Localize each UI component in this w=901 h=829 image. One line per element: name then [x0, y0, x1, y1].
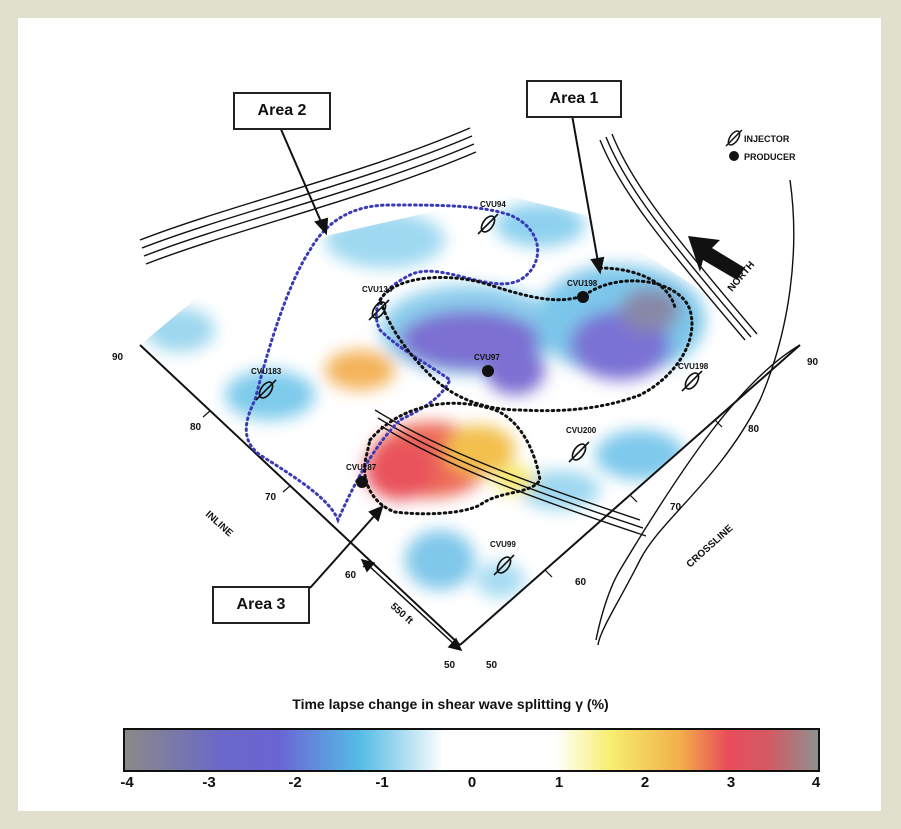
colorbar-tick: 1: [554, 774, 564, 791]
callout-arrows: [279, 114, 605, 589]
colorbar-tick: 2: [640, 774, 650, 791]
area-1-inner-boundary: [598, 266, 677, 310]
injector-icon: [725, 129, 743, 147]
scale-arrow: [360, 558, 463, 652]
injector-icon[interactable]: [255, 379, 277, 401]
legend-injector-label: INJECTOR: [744, 134, 790, 144]
well-label: CVU198: [567, 279, 598, 288]
crossline-tick-90: 90: [807, 357, 819, 368]
area-2-boundary: [244, 203, 540, 524]
injector-icon[interactable]: [477, 213, 499, 235]
area-2-callout: Area 2: [233, 92, 331, 130]
injector-icon[interactable]: [493, 554, 515, 576]
well-label: CVU97: [474, 353, 500, 362]
producer-icon[interactable]: [482, 365, 494, 377]
crossline-tick-50: 50: [486, 660, 498, 671]
colorbar-tick: -3: [202, 774, 216, 791]
inline-tick-50: 50: [444, 660, 456, 671]
well-label: CVU200: [566, 426, 597, 435]
area-1-callout: Area 1: [526, 80, 622, 118]
crossline-tick-70: 70: [670, 502, 682, 513]
colorbar-tick: 3: [726, 774, 736, 791]
colorbar-tick: 0: [467, 774, 477, 791]
well-markers: [255, 213, 703, 576]
well-label: CVU183: [251, 367, 282, 376]
fault-lines: [139, 127, 801, 646]
producer-icon[interactable]: [577, 291, 589, 303]
well-label: CVU134: [362, 285, 393, 294]
crossline-tick-80: 80: [748, 424, 760, 435]
inline-tick-90: 90: [112, 352, 124, 363]
producer-icon[interactable]: [356, 476, 368, 488]
producer-icon: [729, 151, 739, 161]
legend-producer-label: PRODUCER: [744, 152, 796, 162]
injector-icon[interactable]: [568, 441, 590, 463]
inline-axis-label: INLINE: [203, 509, 235, 539]
well-label: CVU187: [346, 463, 377, 472]
well-label: CVU99: [490, 540, 516, 549]
colorbar-tick: -4: [120, 774, 134, 791]
crossline-tick-60: 60: [575, 577, 587, 588]
area-3-boundary: [363, 401, 542, 516]
north-arrow: [688, 236, 745, 280]
area-3-callout: Area 3: [212, 586, 310, 624]
injector-icon[interactable]: [368, 299, 390, 321]
well-label: CVU94: [480, 200, 506, 209]
colorbar: [123, 728, 820, 772]
colorbar-tick: -1: [375, 774, 389, 791]
crossline-axis-label: CROSSLINE: [685, 523, 736, 570]
colorbar-tick: -2: [288, 774, 302, 791]
inline-tick-60: 60: [345, 570, 357, 581]
inline-tick-80: 80: [190, 422, 202, 433]
well-legend: INJECTOR PRODUCER: [725, 129, 796, 162]
injector-icon[interactable]: [681, 370, 703, 392]
well-label: CVU198: [678, 362, 709, 371]
inline-tick-70: 70: [265, 492, 277, 503]
area-1-boundary: [378, 276, 694, 413]
colorbar-tick: 4: [811, 774, 821, 791]
colorbar-title: Time lapse change in shear wave splittin…: [292, 696, 609, 712]
